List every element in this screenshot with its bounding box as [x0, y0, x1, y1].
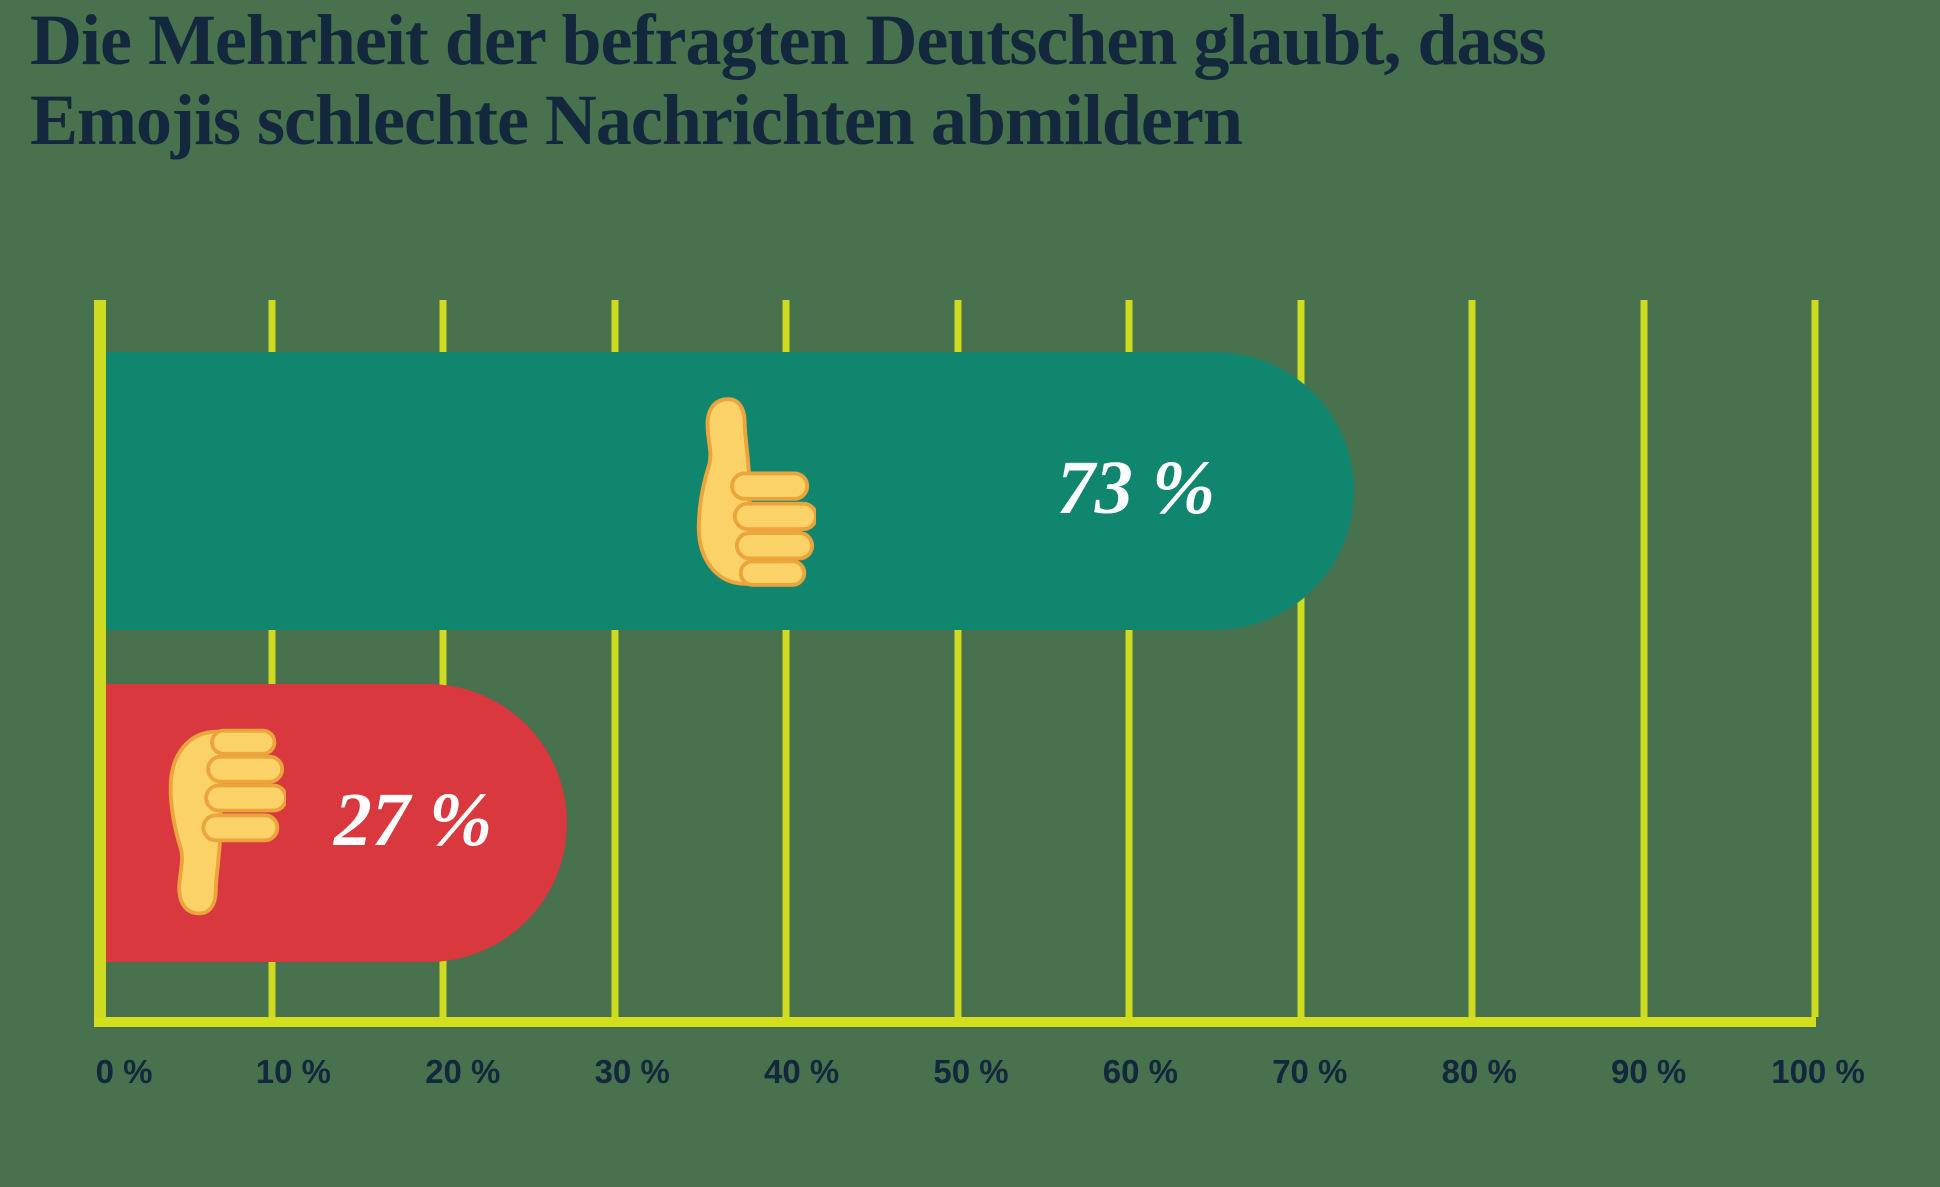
gridline-80 [1468, 300, 1476, 1017]
chart-title: Die Mehrheit der befragten Deutschen gla… [30, 0, 1547, 160]
x-tick-label-0: 0 % [95, 1053, 153, 1090]
bar-thumbs-up: 73 % [106, 352, 1354, 630]
bar-thumbs-down: 27 % [106, 684, 567, 962]
value-label-thumbs-up: 73 % [1056, 445, 1216, 530]
x-tick-label-100: 100 % [1771, 1053, 1865, 1090]
gridline-50 [954, 300, 961, 1017]
gridline-10 [268, 300, 275, 1017]
x-tick-label-30: 30 % [594, 1053, 670, 1090]
gridline-30 [611, 300, 618, 1017]
x-axis-tick-labels: 0 % 10 % 20 % 30 % 40 % 50 % 60 % 70 % 80 % 90 % 1… [0, 1053, 1940, 1099]
gridline-90 [1640, 300, 1647, 1017]
x-tick-label-80: 80 % [1441, 1053, 1517, 1090]
x-tick-label-10: 10 % [255, 1053, 331, 1090]
gridline-40 [782, 300, 790, 1017]
gridline-100 [1811, 300, 1819, 1017]
gridline-60 [1125, 300, 1133, 1017]
value-label-thumbs-down: 27 % [333, 777, 493, 862]
plot-area [94, 300, 1819, 1017]
thumbs-up-icon [696, 397, 816, 587]
gridline-20 [439, 300, 447, 1017]
thumbs-down-icon [168, 728, 286, 916]
x-tick-label-60: 60 % [1102, 1053, 1178, 1090]
gridline-0 [94, 300, 106, 1017]
x-tick-label-50: 50 % [933, 1053, 1009, 1090]
x-tick-label-40: 40 % [763, 1053, 840, 1090]
chart-title-line1: Die Mehrheit der befragten Deutschen gla… [30, 0, 1547, 80]
x-tick-label-90: 90 % [1610, 1053, 1687, 1090]
x-axis-line [94, 1017, 1816, 1027]
gridline-70 [1297, 300, 1304, 1017]
chart-title-line2: Emojis schlechte Nachrichten abmildern [30, 80, 1243, 160]
x-tick-label-20: 20 % [425, 1053, 501, 1090]
x-tick-label-70: 70 % [1272, 1053, 1348, 1090]
